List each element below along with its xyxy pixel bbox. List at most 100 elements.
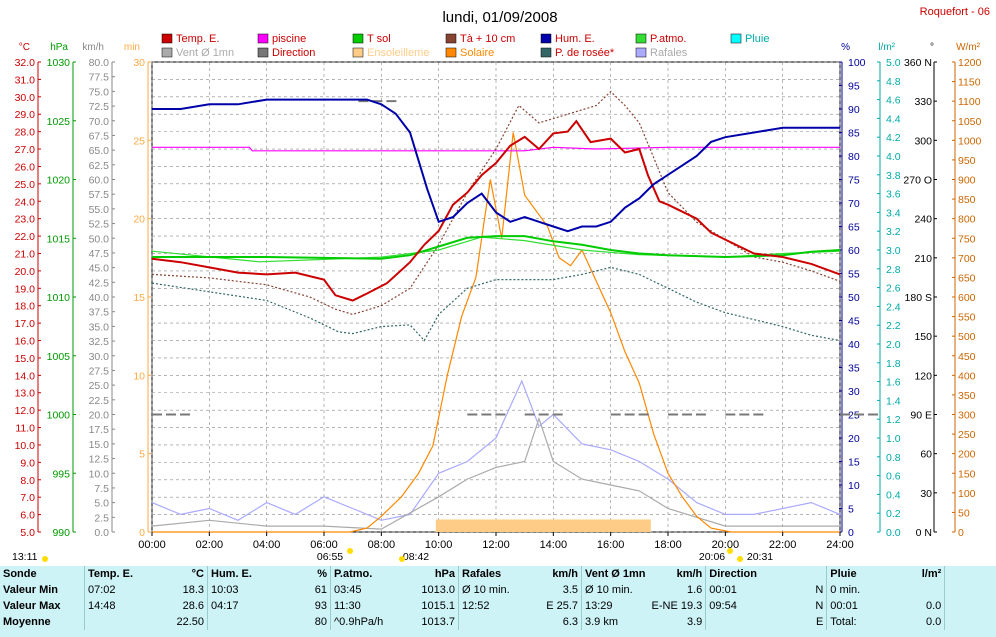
tick-label: 67.5 — [89, 130, 110, 142]
tick-label: 650 — [958, 272, 976, 284]
legend-label: T sol — [367, 33, 391, 45]
tick-label: 28.0 — [15, 127, 36, 139]
tick-label: 0.6 — [886, 471, 901, 483]
tick-label: 20.0 — [15, 266, 36, 278]
tick-label: 450 — [958, 351, 976, 363]
grid — [151, 61, 841, 533]
tick-label: 10.0 — [89, 468, 110, 480]
tick-label: 0.0 — [886, 527, 901, 539]
tick-label: 1030 — [47, 57, 71, 69]
unit-min: min — [124, 42, 140, 53]
stats-cell: 11:30 — [330, 598, 402, 614]
tick-label: 30.0 — [89, 351, 110, 363]
stats-head-vent-unit: km/h — [676, 568, 703, 580]
x-tick-label: 04:00 — [253, 539, 281, 551]
tick-label: 30 — [920, 488, 932, 500]
tick-label: 12.0 — [15, 405, 36, 417]
stats-cell: 93 — [314, 600, 327, 612]
tick-label: 65.0 — [89, 145, 110, 157]
stats-cell — [207, 614, 274, 630]
tick-label: 3.2 — [886, 226, 901, 238]
series-vent-1mn — [151, 416, 840, 530]
tick-label: 45 — [848, 316, 860, 328]
tick-label: 90 — [848, 104, 860, 116]
tick-label: 1.8 — [886, 358, 901, 370]
tick-label: 45.0 — [89, 263, 110, 275]
legend-label: Rafales — [650, 47, 688, 59]
stats-cell — [458, 614, 525, 630]
tick-label: 0.8 — [886, 452, 901, 464]
tick-label: 2.8 — [886, 264, 901, 276]
tick-label: 27.0 — [15, 144, 36, 156]
tick-label: 10.0 — [15, 440, 36, 452]
unit-labels: °C hPa km/h min % l/m² ° W/m² — [19, 42, 981, 53]
tick-label: 1.6 — [886, 377, 901, 389]
sun-icon — [737, 556, 743, 562]
stats-head-patmo-unit: hPa — [434, 568, 455, 580]
tick-label: 95 — [848, 81, 860, 93]
stats-cell: E — [815, 616, 824, 628]
tick-label: 100 — [958, 488, 976, 500]
tick-label: 30 — [848, 386, 860, 398]
tick-label: 70 — [848, 198, 860, 210]
stats-cell: 10:03 — [207, 582, 274, 598]
tick-label: 12.5 — [89, 454, 110, 466]
stats-head-vent: Vent Ø 1mn — [580, 566, 649, 582]
tick-label: 2.2 — [886, 320, 901, 332]
tick-label: 15 — [848, 457, 860, 469]
legend-swatch — [161, 47, 173, 58]
legend-label: P. de rosée* — [555, 47, 615, 59]
stats-cell: 12:52 — [458, 598, 525, 614]
tick-label: 60 — [920, 449, 932, 461]
tick-label: 60 — [848, 245, 860, 257]
tick-label: 55.0 — [89, 204, 110, 216]
unit-celsius: °C — [19, 42, 30, 53]
stats-cell: Ø 10 min. — [458, 582, 525, 598]
stats-cell: 00:01 — [826, 598, 894, 614]
stats-cell: Ø 10 min. — [580, 582, 649, 598]
stats-row-avg: Moyenne 22.50 80 ^0.9hPa/h 1013.7 6.3 3.… — [0, 614, 996, 630]
stats-cell — [893, 582, 945, 598]
tick-label: 200 — [958, 449, 976, 461]
tick-label: 4.2 — [886, 132, 901, 144]
sun-icon — [727, 548, 733, 554]
stats-head-raf-unit: km/h — [552, 568, 578, 580]
x-tick-label: 16:00 — [597, 539, 625, 551]
stats-cell: 0.0 — [925, 600, 942, 612]
tick-label: 850 — [958, 194, 976, 206]
tick-label: 80.0 — [89, 57, 110, 69]
tick-label: 1050 — [958, 116, 982, 128]
tick-label: 0 — [848, 527, 854, 539]
stats-cell: 3.5 — [562, 584, 578, 596]
tick-label: 62.5 — [89, 160, 110, 172]
tick-label: 1.4 — [886, 395, 901, 407]
legend-swatch — [635, 47, 647, 58]
tick-label: 13.0 — [15, 388, 36, 400]
tick-label: 31.0 — [15, 74, 36, 86]
legend-label: Hum. E. — [555, 33, 595, 45]
tick-label: 24.0 — [15, 196, 36, 208]
tick-label: 750 — [958, 233, 976, 245]
weather-chart: lundi, 01/09/2008 Roquefort - 06 Temp. E… — [12, 6, 990, 563]
stats-head-pluie-unit: l/m² — [921, 568, 942, 580]
tick-label: 300 — [958, 410, 976, 422]
tick-label: 9.0 — [20, 457, 35, 469]
tick-label: 0.0 — [94, 527, 109, 539]
tick-label: 3.6 — [886, 189, 901, 201]
stats-label: Moyenne — [3, 616, 51, 628]
legend-label: Ensoleilleme — [367, 47, 429, 59]
legend-swatch — [352, 33, 364, 44]
tick-label: 360 N — [904, 57, 932, 69]
stats-cell: 1013.7 — [421, 616, 455, 628]
tick-label: 4.4 — [886, 113, 901, 125]
tick-label: 0 — [139, 527, 145, 539]
stats-cell: 07:02 — [84, 582, 151, 598]
stats-cell: E 25.7 — [546, 600, 578, 612]
tick-label: 7.0 — [20, 492, 35, 504]
stats-cell: E-NE 19.3 — [651, 600, 703, 612]
tick-label: 30.0 — [15, 92, 36, 104]
x-tick-label: 12:00 — [482, 539, 510, 551]
tick-label: 15.0 — [89, 439, 110, 451]
stats-cell: N — [815, 600, 824, 612]
tick-label: 22.5 — [89, 395, 110, 407]
